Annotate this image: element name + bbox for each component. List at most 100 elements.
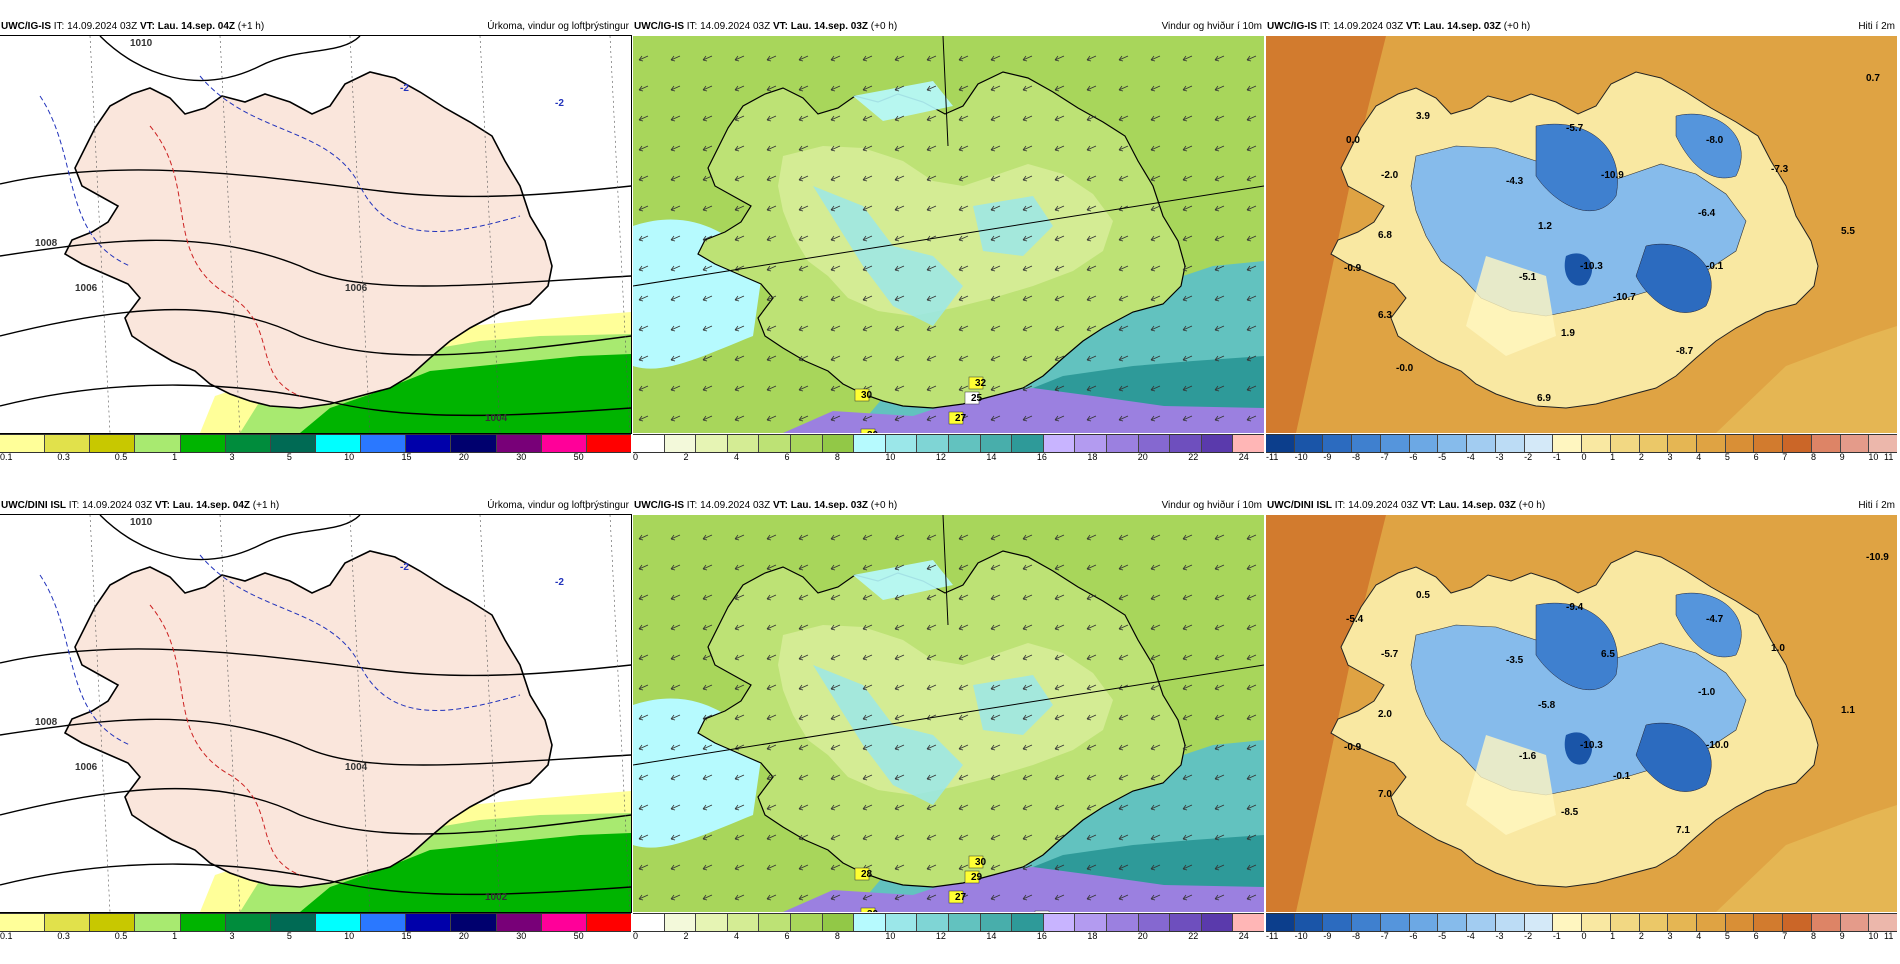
colorbar-swatch: [696, 435, 728, 452]
colorbar-tick-label: 0: [1581, 452, 1587, 462]
colorbar-swatch: [0, 914, 46, 931]
colorbar-swatch: [1869, 435, 1898, 452]
map-value-label: 32: [975, 378, 987, 389]
colorbar-tick-label: 4: [1696, 931, 1702, 941]
model-name: UWC/IG-IS: [1, 21, 51, 32]
init-time-label: IT:: [1334, 500, 1346, 511]
colorbar-tick-label: -6: [1409, 452, 1418, 462]
colorbar-tick-label: 4: [733, 452, 739, 462]
colorbar-swatch: [1294, 914, 1324, 931]
map-value-label: 1008: [35, 238, 58, 249]
colorbar-tick-label: -11: [1266, 931, 1279, 941]
map-value-label: -2: [400, 562, 409, 573]
map-value-label: -0.1: [1706, 261, 1724, 272]
map-value-label: 30: [867, 909, 879, 912]
map-value-label: 6.9: [1537, 393, 1551, 404]
colorbar-ticks: 0.1 0.3 0.5 1 3 5 10 15 20 30 50: [0, 452, 631, 464]
colorbar-swatch: [1352, 914, 1381, 931]
colorbar-swatch: [980, 435, 1013, 452]
panel-run-info: UWC/IG-IS IT: 14.09.2024 03Z VT: Lau. 14…: [634, 18, 897, 35]
model-name: UWC/IG-IS: [634, 500, 684, 511]
colorbar: [0, 913, 631, 932]
colorbar-swatch: [1201, 914, 1234, 931]
init-time-label: IT:: [53, 21, 65, 32]
colorbar-tick-label: 6: [784, 931, 790, 941]
colorbar-swatch: [1811, 435, 1841, 452]
colorbar-swatch: [1840, 435, 1870, 452]
colorbar-swatch: [1170, 914, 1202, 931]
colorbar-swatch: [1266, 435, 1295, 452]
colorbar-tick-label: 18: [1087, 452, 1098, 462]
colorbar-swatch: [1380, 435, 1410, 452]
colorbar-tick-label: 50: [573, 452, 584, 462]
colorbar-tick-label: 5: [1724, 452, 1730, 462]
colorbar-swatch: [1043, 435, 1076, 452]
colorbar-swatch: [1524, 435, 1554, 452]
colorbar-tick-label: 20: [458, 452, 469, 462]
map-value-label: 1006: [345, 283, 368, 294]
colorbar-swatch: [1409, 914, 1439, 931]
init-time-label: IT:: [1319, 21, 1331, 32]
colorbar-ticks: -11 -10 -9 -8 -7 -6 -5 -4 -3 -2 -1 0 1 2 3 4 5 6 7 8 9 10 11: [1266, 931, 1897, 943]
colorbar-swatch: [1438, 914, 1468, 931]
colorbar-tick-label: 9: [1839, 452, 1845, 462]
colorbar-tick-label: 2: [1638, 452, 1644, 462]
map-value-label: 2.0: [1378, 709, 1392, 720]
colorbar-tick-label: 0: [633, 452, 639, 462]
model-name: UWC/DINI ISL: [1, 500, 66, 511]
map-canvas: 101010081006100610041002-2-2: [0, 36, 631, 433]
valid-time-label: VT:: [772, 21, 788, 32]
model-name: UWC/DINI ISL: [1267, 500, 1332, 511]
colorbar-swatch: [1754, 435, 1784, 452]
panel-run-info: UWC/IG-IS IT: 14.09.2024 03Z VT: Lau. 14…: [1, 18, 264, 35]
colorbar-tick-label: 11: [1884, 931, 1894, 941]
colorbar-swatch: [948, 914, 981, 931]
map-canvas: 30 30 32 25 27: [633, 36, 1264, 433]
map-canvas: 0.5 -5.4 -5.7 -9.4 -3.5 6.5 -4.7 -10.9 1.0 2.0 -5.…: [1266, 515, 1897, 912]
colorbar-tick-label: 2: [683, 452, 689, 462]
colorbar: [1266, 434, 1898, 453]
colorbar-tick-label: 3: [229, 452, 235, 462]
colorbar-swatch: [696, 914, 728, 931]
map-value-label: -0.9: [1344, 742, 1362, 753]
colorbar-tick-label: 30: [516, 452, 527, 462]
colorbar-swatch: [1783, 914, 1812, 931]
lead-time: (+1 h): [252, 500, 280, 511]
panel-wind-dini: UWC/IG-IS IT: 14.09.2024 03Z VT: Lau. 14…: [633, 497, 1264, 964]
colorbar-swatch: [315, 435, 362, 452]
colorbar-swatch: [885, 914, 918, 931]
colorbar-tick-label: 10: [344, 452, 355, 462]
colorbar-tick-label: 16: [1036, 452, 1047, 462]
colorbar-swatch: [1233, 914, 1264, 931]
colorbar-tick-label: 0.3: [57, 452, 70, 462]
field-title: Hiti í 2m: [1858, 21, 1895, 32]
panel-run-info: UWC/DINI ISL IT: 14.09.2024 03Z VT: Lau.…: [1267, 497, 1545, 514]
map-value-label: -1.0: [1698, 687, 1716, 698]
init-time: 14.09.2024 03Z: [67, 21, 138, 32]
colorbar-swatch: [1233, 435, 1264, 452]
colorbar-tick-label: -4: [1466, 452, 1475, 462]
colorbar-swatch: [1869, 914, 1898, 931]
map-value-label: 0.5: [1416, 590, 1430, 601]
panel-precip-igis: UWC/IG-IS IT: 14.09.2024 03Z VT: Lau. 14…: [0, 18, 632, 485]
colorbar-tick-label: 1: [1610, 931, 1616, 941]
map-value-label: -0.1: [1613, 771, 1631, 782]
init-time: 14.09.2024 03Z: [700, 500, 771, 511]
map-value-label: -6.4: [1698, 208, 1716, 219]
colorbar-tick-label: -9: [1323, 452, 1332, 462]
init-time-label: IT:: [686, 500, 698, 511]
field-title: Hiti í 2m: [1858, 500, 1895, 511]
valid-time: Lau. 14.sep. 04Z: [172, 500, 251, 511]
colorbar-swatch: [1201, 435, 1234, 452]
colorbar-swatch: [270, 914, 316, 931]
colorbar-tick-label: -1: [1552, 452, 1561, 462]
map-value-label: -10.9: [1601, 170, 1624, 181]
map-value-label: 28: [861, 869, 873, 880]
colorbar-swatch: [225, 435, 271, 452]
map-value-label: -2.0: [1381, 170, 1399, 181]
map-value-label: 27: [955, 892, 967, 903]
colorbar-swatch: [1106, 435, 1139, 452]
colorbar-swatch: [854, 435, 886, 452]
colorbar-swatch: [1495, 435, 1525, 452]
colorbar-tick-label: 2: [683, 931, 689, 941]
